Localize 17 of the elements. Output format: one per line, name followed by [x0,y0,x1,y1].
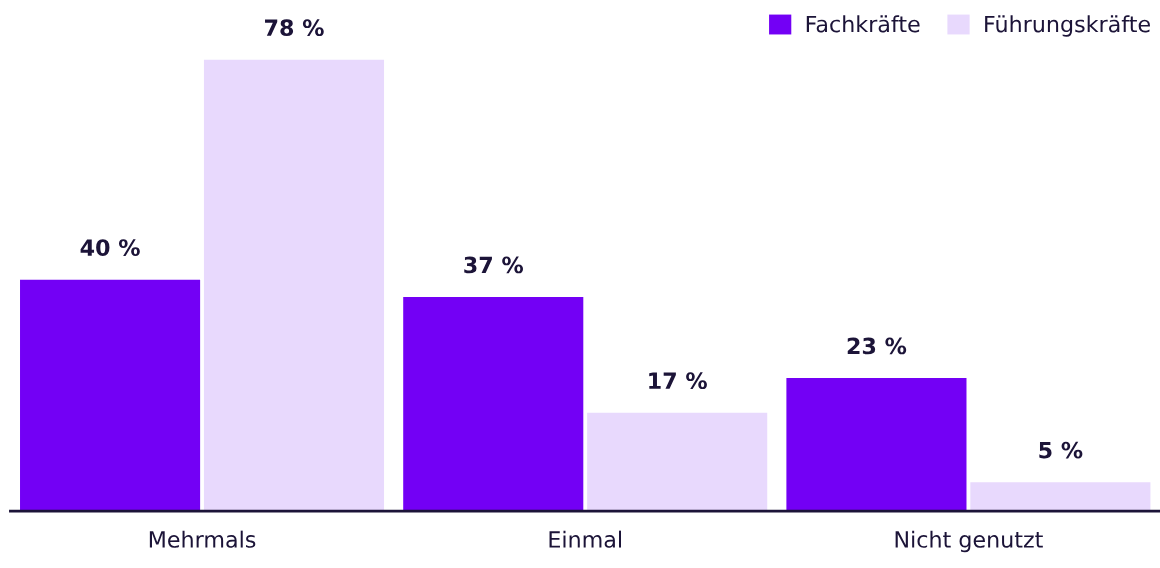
data-label: 40 % [80,239,140,256]
data-label: 23 % [847,337,907,355]
data-label: 5 % [1039,441,1083,459]
bar [786,378,967,512]
data-label: 17 % [649,372,707,390]
bar [403,297,584,512]
bar [587,412,768,512]
data-label: 78 % [265,19,324,37]
bar [20,279,201,512]
x-tick-label: Mehrmals [149,530,256,548]
x-tick-label: Nicht genutzt [895,530,1043,553]
x-tick-label: Einmal [549,530,622,548]
bar [203,59,385,512]
legend-label: Fachkräfte [806,15,920,33]
data-label: 37 % [464,256,524,274]
bar [970,482,1151,512]
legend-label: Führungskräfte [985,15,1150,37]
